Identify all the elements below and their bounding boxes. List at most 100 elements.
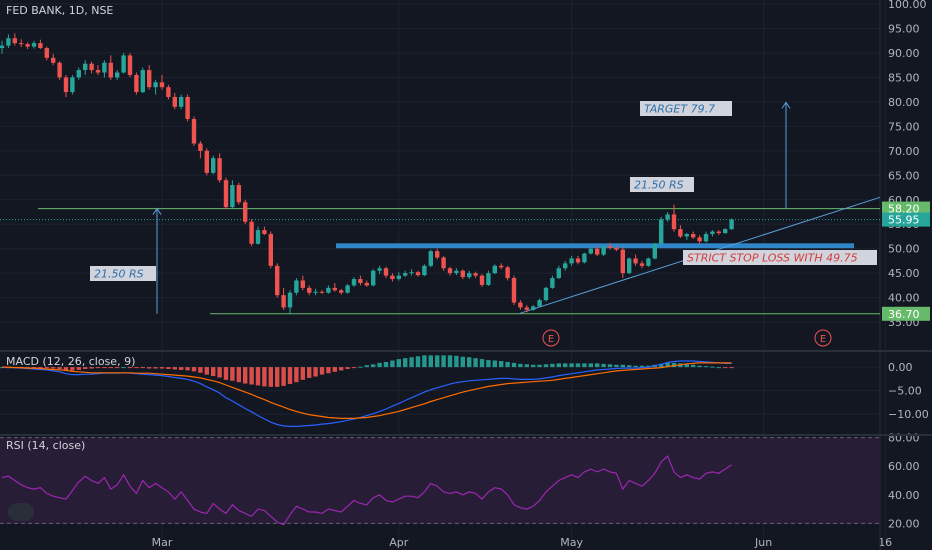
macd-histogram-bar xyxy=(575,363,581,368)
candle-body xyxy=(351,279,357,286)
candle-body xyxy=(198,143,203,151)
candle-body xyxy=(428,251,433,266)
x-tick-label: 16 xyxy=(878,536,892,549)
macd-histogram-bar xyxy=(364,365,369,368)
macd-histogram-bar xyxy=(492,360,497,368)
candle-body xyxy=(147,70,152,88)
tradingview-logo-icon[interactable] xyxy=(8,503,34,521)
macd-histogram-bar xyxy=(179,367,184,370)
candle-body xyxy=(390,275,395,280)
macd-histogram-bar xyxy=(646,365,651,368)
macd-histogram-bar xyxy=(415,356,421,368)
macd-histogram-bar xyxy=(505,361,510,368)
candle-body xyxy=(639,263,645,266)
candle-body xyxy=(659,219,664,244)
macd-histogram-bar xyxy=(204,367,209,375)
x-tick-label: Apr xyxy=(389,536,409,549)
macd-histogram-bar xyxy=(595,363,600,368)
candle-body xyxy=(614,247,619,250)
price-tick-label: 65.00 xyxy=(888,169,920,182)
candle-body xyxy=(115,72,120,78)
candle-body xyxy=(102,62,107,73)
macd-histogram-bar xyxy=(422,355,427,368)
candle-body xyxy=(703,234,709,242)
earnings-marker xyxy=(542,329,560,347)
macd-histogram-bar xyxy=(127,367,133,369)
macd-histogram-bar xyxy=(319,367,325,375)
price-label: 58.20 xyxy=(888,203,920,216)
earnings-marker-label: E xyxy=(548,334,554,345)
price-label: 55.95 xyxy=(888,214,920,227)
macd-histogram-bar xyxy=(307,367,312,378)
candle-body xyxy=(383,268,389,276)
x-tick-label: Jun xyxy=(754,536,772,549)
candle-body xyxy=(505,267,510,279)
macd-histogram-bar xyxy=(147,367,152,369)
macd-histogram-bar xyxy=(262,367,267,387)
macd-histogram-bar xyxy=(332,367,337,372)
candle-body xyxy=(550,278,555,288)
candle-body xyxy=(556,268,561,279)
macd-histogram-bar xyxy=(403,358,408,368)
candle-body xyxy=(83,63,88,71)
candle-body xyxy=(313,291,318,293)
macd-histogram-bar xyxy=(537,364,542,368)
candle-body xyxy=(646,258,651,266)
candle-body xyxy=(729,219,734,230)
macd-histogram-bar xyxy=(313,367,318,377)
macd-histogram-bar xyxy=(268,367,273,387)
macd-histogram-bar xyxy=(108,367,113,369)
candle-body xyxy=(678,229,683,237)
candle-body xyxy=(44,48,49,58)
candle-body xyxy=(300,280,305,288)
macd-histogram-bar xyxy=(435,355,440,368)
price-tick-label: 45.00 xyxy=(888,267,920,280)
macd-histogram-bar xyxy=(358,366,363,368)
macd-histogram-bar xyxy=(627,365,632,368)
candle-body xyxy=(326,287,331,293)
rsi-tick-label: 80.00 xyxy=(888,432,920,445)
macd-histogram-bar xyxy=(70,367,75,371)
macd-histogram-bar xyxy=(345,367,350,369)
price-label-box xyxy=(882,306,930,321)
candle-body xyxy=(262,230,267,235)
candle-body xyxy=(543,287,549,301)
macd-histogram-bar xyxy=(556,363,561,368)
macd-histogram-bar xyxy=(499,361,504,368)
price-tick-label: 80.00 xyxy=(888,96,920,109)
candle-body xyxy=(127,55,133,75)
candle-body xyxy=(595,248,600,255)
macd-histogram-bar xyxy=(351,367,357,369)
candle-body xyxy=(281,295,286,308)
macd-histogram-bar xyxy=(134,367,139,369)
candle-body xyxy=(51,57,56,63)
candle-body xyxy=(575,258,581,263)
macd-histogram-bar xyxy=(115,367,120,369)
candle-body xyxy=(499,265,504,268)
candle-body xyxy=(294,280,299,293)
earnings-marker xyxy=(814,329,832,347)
candle-body xyxy=(172,96,177,107)
macd-histogram-bar xyxy=(607,364,613,368)
macd-histogram-bar xyxy=(729,367,734,369)
price-label-box xyxy=(882,201,930,216)
macd-histogram-bar xyxy=(230,367,235,381)
macd-histogram-bar xyxy=(723,367,728,369)
candle-body xyxy=(479,275,485,285)
macd-histogram-bar xyxy=(281,367,286,386)
candle-body xyxy=(223,180,229,208)
candle-body xyxy=(710,231,715,235)
macd-histogram-bar xyxy=(639,365,645,368)
macd-histogram-bar xyxy=(518,363,523,368)
macd-histogram-bar xyxy=(691,364,696,368)
macd-histogram-bar xyxy=(57,367,62,369)
candle-body xyxy=(620,249,625,274)
candle-body xyxy=(255,230,261,244)
price-tick-label: 100.00 xyxy=(888,0,927,11)
macd-histogram-bar xyxy=(83,367,88,369)
candle-body xyxy=(511,278,517,303)
candle-body xyxy=(665,214,670,220)
macd-histogram-bar xyxy=(249,367,254,385)
candle-body xyxy=(287,292,293,308)
candle-body xyxy=(249,221,254,244)
